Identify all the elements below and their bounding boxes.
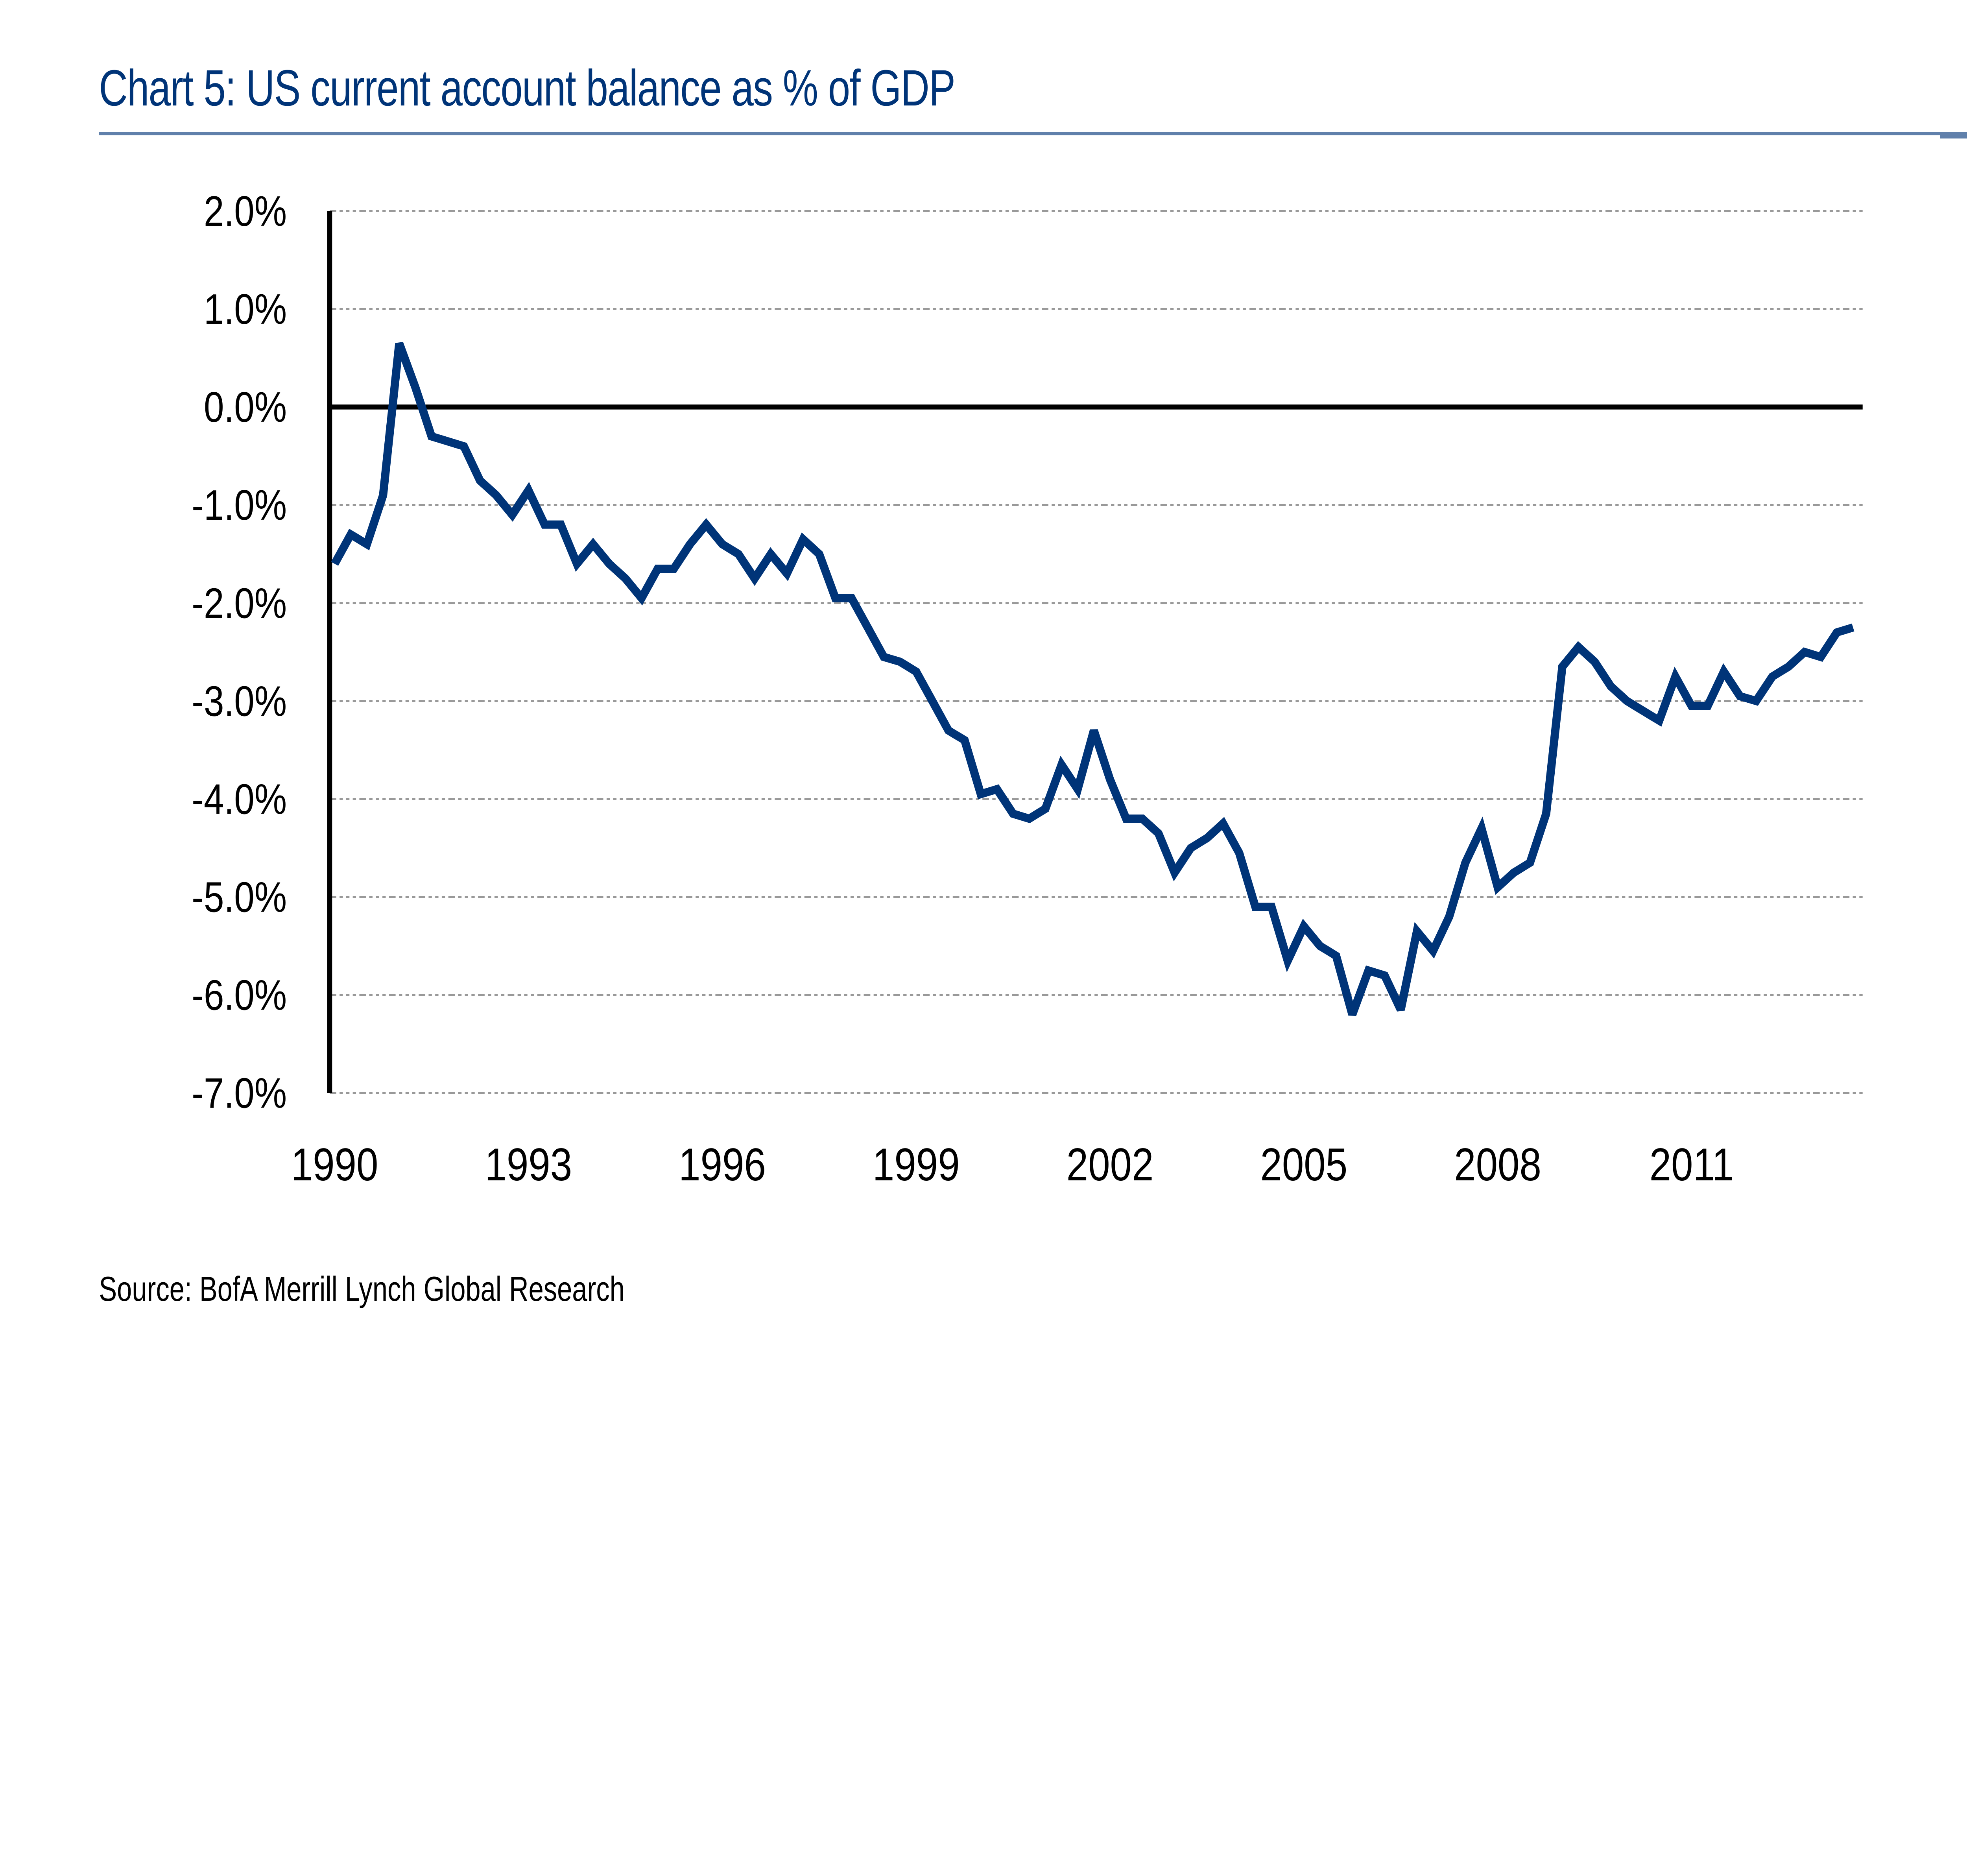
series-line	[331, 342, 1854, 1016]
x-tick-label: 1993	[485, 1139, 572, 1190]
title-underline-tab	[1940, 132, 1967, 138]
y-tick-label: -5.0%	[192, 873, 287, 921]
axes	[327, 211, 1863, 1093]
y-tick-label: -4.0%	[192, 775, 287, 823]
gridlines	[330, 210, 1863, 1094]
y-tick-label: 1.0%	[204, 285, 287, 333]
y-tick-label: 0.0%	[204, 383, 287, 431]
chart-title: Chart 5: US current account balance as %…	[99, 59, 955, 117]
y-tick-label: 2.0%	[204, 187, 287, 235]
series-group	[331, 342, 1854, 1016]
y-tick-label: -3.0%	[192, 677, 287, 725]
y-axis-tick-labels: 2.0% 1.0% 0.0% -1.0% -2.0% -3.0% -4.0% -5.0% -6.…	[192, 187, 287, 1117]
x-tick-label: 1996	[679, 1139, 766, 1190]
x-axis-tick-labels: 1990 1993 1996 1999 2002 2005 2008 2011	[291, 1139, 1734, 1190]
x-tick-label: 1999	[873, 1139, 960, 1190]
y-tick-label: -7.0%	[192, 1069, 287, 1117]
y-tick-label: -2.0%	[192, 579, 287, 627]
source-note: Source: BofA Merrill Lynch Global Resear…	[99, 1271, 625, 1309]
x-tick-label: 1990	[291, 1139, 378, 1190]
x-tick-label: 2008	[1454, 1139, 1541, 1190]
y-tick-label: -6.0%	[192, 971, 287, 1019]
x-tick-label: 2002	[1067, 1139, 1154, 1190]
y-tick-label: -1.0%	[192, 481, 287, 529]
title-underline	[99, 132, 1967, 135]
x-tick-label: 2005	[1260, 1139, 1347, 1190]
x-tick-label: 2011	[1650, 1139, 1734, 1190]
